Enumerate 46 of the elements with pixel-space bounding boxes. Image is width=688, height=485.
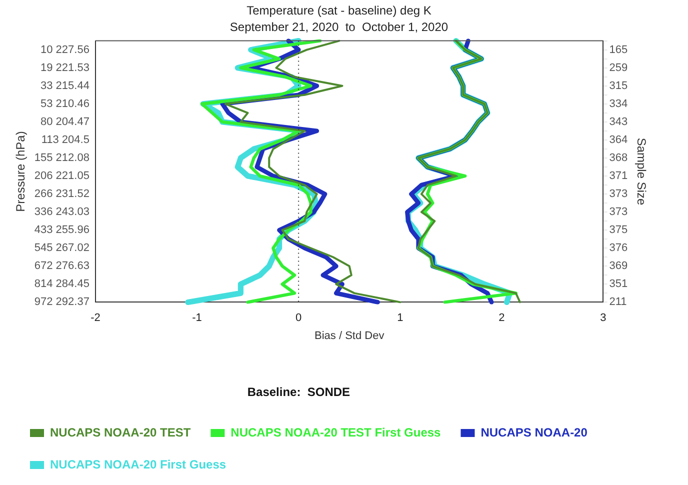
y-tick-label: 33 215.44: [40, 80, 90, 92]
y2-tick-label: 373: [609, 206, 628, 218]
y2-tick-label: 375: [609, 224, 628, 236]
y2-tick-label: 259: [609, 62, 628, 74]
legend-label: NUCAPS NOAA-20 TEST First Guess: [230, 425, 442, 440]
y-tick-label: 672 276.63: [34, 260, 90, 272]
y-tick-label: 545 267.02: [34, 242, 90, 254]
y2-tick-label: 369: [609, 260, 628, 272]
x-tick-label: -2: [90, 312, 100, 324]
legend-label: NUCAPS NOAA-20: [480, 425, 588, 440]
y-tick-label: 155 212.08: [34, 152, 90, 164]
x-tick-label: 2: [498, 312, 505, 324]
y2-tick-label: 371: [609, 170, 628, 182]
y-tick-label: 266 231.52: [34, 188, 90, 200]
y-tick-label: 53 210.46: [40, 98, 90, 110]
y2-tick-label: 376: [609, 242, 628, 254]
y2-tick-label: 334: [609, 98, 628, 110]
y2-tick-label: 165: [609, 44, 628, 56]
y2-tick-label: 351: [609, 278, 628, 290]
y-tick-label: 206 221.05: [34, 170, 90, 182]
y2-tick-label: 315: [609, 80, 628, 92]
y2-tick-label: 211: [609, 296, 627, 308]
x-tick-label: -1: [192, 312, 202, 324]
x-tick-label: 3: [600, 312, 606, 324]
y-axis-title: Pressure (hPa): [14, 131, 28, 212]
y-tick-label: 19 221.53: [40, 62, 90, 74]
legend-label: NUCAPS NOAA-20 First Guess: [50, 457, 226, 472]
y-tick-label: 80 204.47: [40, 116, 90, 128]
chart-title: Temperature (sat - baseline) deg K: [246, 4, 432, 18]
y-tick-label: 336 243.03: [34, 206, 90, 218]
y-tick-label: 972 292.37: [34, 296, 90, 308]
x-tick-label: 0: [296, 312, 302, 324]
x-tick-label: 1: [397, 312, 404, 324]
y-tick-label: 113 204.5: [41, 134, 90, 146]
chart-subtitle: September 21, 2020 to October 1, 2020: [230, 20, 448, 34]
y2-tick-label: 373: [609, 188, 628, 200]
y-tick-label: 10 227.56: [40, 44, 90, 56]
legend-title: Baseline: SONDE: [247, 384, 350, 399]
y-tick-label: 433 255.96: [34, 224, 90, 236]
legend-label: NUCAPS NOAA-20 TEST: [50, 425, 192, 440]
y2-axis-title: Sample Size: [634, 138, 648, 206]
y2-tick-label: 343: [609, 116, 628, 128]
y2-tick-label: 364: [609, 134, 628, 146]
y-tick-label: 814 284.45: [34, 278, 90, 290]
x-axis-title: Bias / Std Dev: [314, 330, 385, 342]
y2-tick-label: 368: [609, 152, 628, 164]
